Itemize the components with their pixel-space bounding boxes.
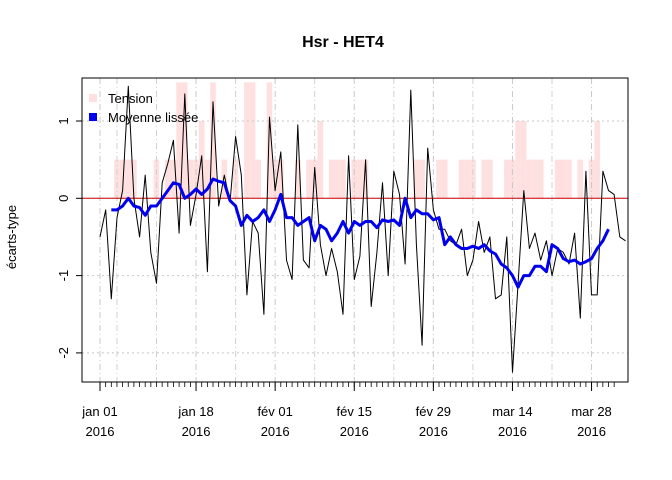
tension-bar — [441, 159, 448, 199]
tension-bar — [532, 159, 538, 199]
tension-bar — [458, 159, 465, 199]
x-tick-label: jan 01 — [81, 404, 117, 419]
y-tick-label: 1 — [56, 117, 71, 124]
tension-bar — [204, 159, 211, 199]
series-line-raw — [99, 85, 626, 373]
y-tick-label: -2 — [56, 347, 71, 359]
tension-bar — [131, 159, 137, 199]
tension-bar — [520, 121, 527, 199]
plot-area: -2 -1 0 1 jan 01 2016 jan 18 2016 fév 01 2016 fév … — [56, 77, 629, 439]
tension-bar — [566, 159, 572, 199]
x-tick-label: fév 15 — [337, 404, 372, 419]
tension-bar — [413, 159, 420, 199]
plot-frame — [81, 77, 629, 383]
tension-bar — [277, 159, 284, 199]
x-tick-label: jan 18 — [177, 404, 213, 419]
tension-bar — [515, 121, 521, 199]
tension-bar — [255, 159, 262, 199]
x-tick-label-year: 2016 — [498, 424, 527, 439]
tension-bar — [221, 159, 228, 199]
tension-bar — [125, 159, 132, 199]
x-tick-label-year: 2016 — [577, 424, 606, 439]
legend-swatch — [89, 113, 97, 121]
tension-bar — [170, 159, 177, 199]
tension-bar — [577, 159, 584, 199]
tension-bar — [464, 159, 471, 199]
legend: Tension Moyenne lissée — [89, 91, 198, 125]
tension-bar — [340, 159, 346, 199]
tension-bar — [294, 159, 301, 199]
tension-bar — [419, 159, 425, 199]
tension-bar — [334, 159, 341, 199]
legend-label: Moyenne lissée — [108, 110, 198, 125]
y-axis-label: écarts-type — [4, 205, 19, 269]
x-tick-label-year: 2016 — [340, 424, 369, 439]
tension-bar — [181, 82, 188, 199]
x-tick-label-year: 2016 — [182, 424, 211, 439]
tension-bar — [436, 159, 442, 199]
tension-bar — [537, 159, 544, 199]
tension-bar — [594, 121, 601, 199]
y-tick-label: -1 — [56, 270, 71, 282]
tension-bar — [266, 82, 273, 199]
tension-bar — [187, 159, 194, 199]
x-tick-label-year: 2016 — [419, 424, 448, 439]
x-tick-label-year: 2016 — [86, 424, 115, 439]
x-tick-label: mar 28 — [571, 404, 611, 419]
tension-bar — [244, 82, 250, 199]
y-tick-label: 0 — [56, 195, 71, 202]
tension-bar — [210, 82, 216, 199]
x-tick-label-year: 2016 — [261, 424, 290, 439]
tension-bar — [306, 159, 312, 199]
tension-bar — [560, 159, 567, 199]
tension-bar — [503, 159, 510, 199]
tension-bar — [328, 159, 335, 199]
tension-bar — [526, 159, 533, 199]
legend-swatch — [89, 94, 97, 102]
tension-bar — [164, 159, 171, 199]
tension-bar — [487, 159, 493, 199]
tension-bar — [481, 159, 488, 199]
tension-bar — [554, 159, 561, 199]
tension-bar — [362, 159, 369, 199]
x-tick-label: fév 01 — [257, 404, 292, 419]
tension-bar — [176, 82, 182, 199]
legend-label: Tension — [108, 91, 153, 106]
tension-bar — [317, 121, 324, 199]
tension-bar — [119, 159, 126, 199]
series-line-smoothed — [111, 177, 610, 289]
x-tick-label: mar 14 — [492, 404, 532, 419]
tension-bar — [357, 159, 363, 199]
tension-bar — [249, 82, 256, 199]
chart-title: Hsr - HET4 — [302, 34, 384, 51]
x-tick-label: fév 29 — [416, 404, 451, 419]
